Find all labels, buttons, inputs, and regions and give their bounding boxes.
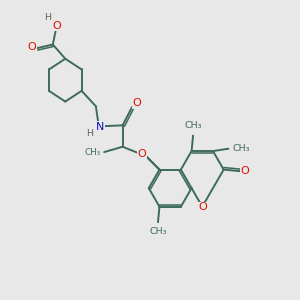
Text: O: O — [52, 21, 61, 31]
Text: CH₃: CH₃ — [233, 144, 250, 153]
Text: O: O — [138, 149, 147, 159]
Text: CH₃: CH₃ — [149, 227, 167, 236]
Text: CH₃: CH₃ — [85, 148, 101, 157]
Text: CH₃: CH₃ — [184, 121, 202, 130]
Text: O: O — [133, 98, 141, 108]
Text: H: H — [86, 129, 93, 138]
Text: O: O — [28, 42, 36, 52]
Text: O: O — [241, 166, 249, 176]
Text: N: N — [96, 122, 104, 132]
Text: O: O — [199, 202, 207, 212]
Text: H: H — [45, 13, 52, 22]
